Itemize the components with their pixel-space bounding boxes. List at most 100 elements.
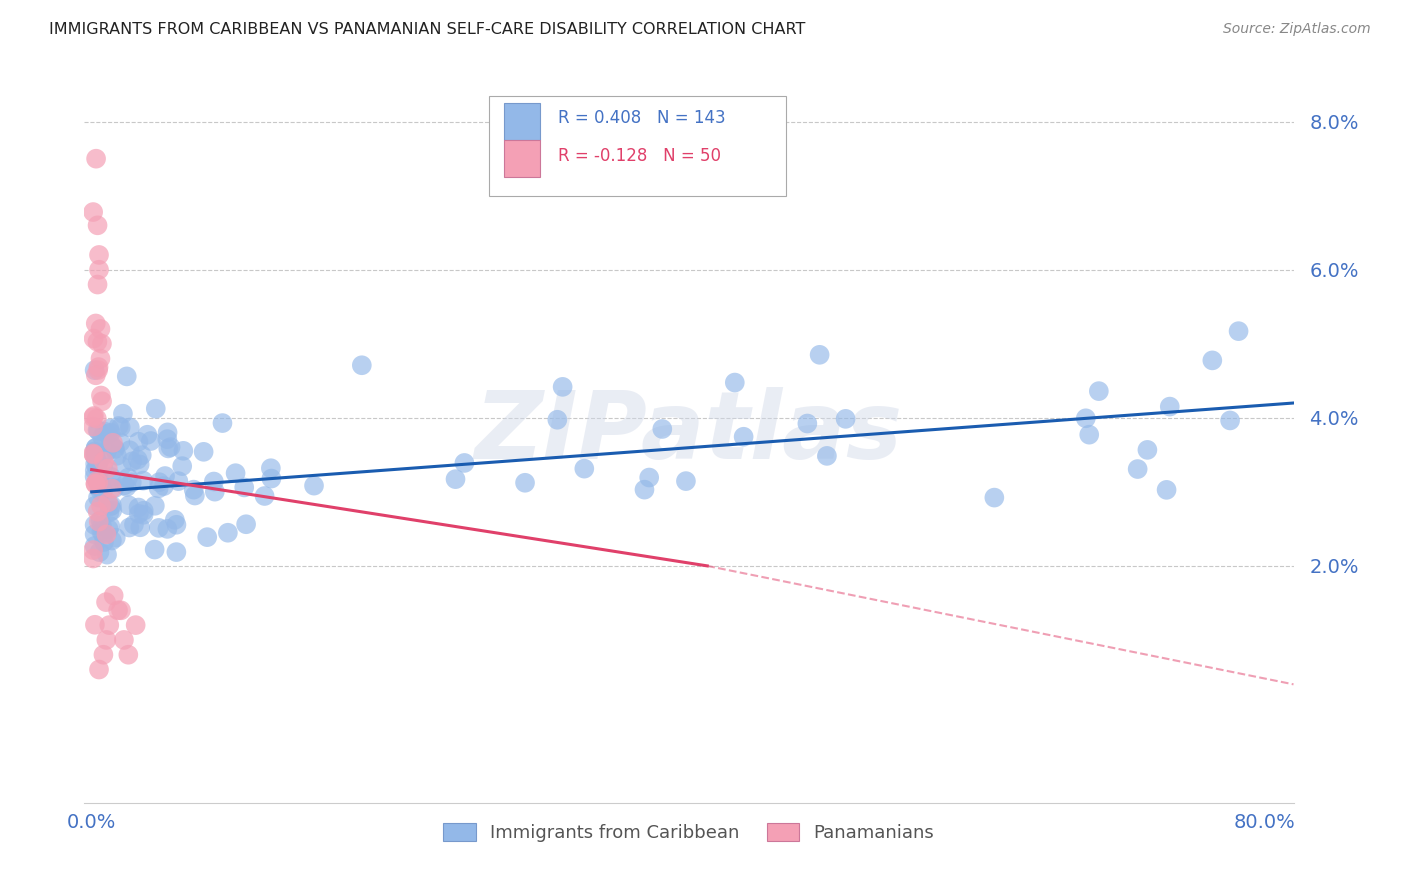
Point — [815, 449, 838, 463]
Point — [100, 437, 122, 451]
Point — [110, 420, 132, 434]
Text: Source: ZipAtlas.com: Source: ZipAtlas.com — [1223, 22, 1371, 37]
Point — [260, 472, 283, 486]
Point — [82, 543, 104, 558]
Point — [86, 474, 108, 488]
Point — [165, 545, 187, 559]
Point — [84, 617, 107, 632]
Point — [87, 248, 110, 262]
Point — [82, 446, 104, 460]
Point — [98, 422, 121, 436]
Point — [87, 363, 110, 377]
Point — [253, 489, 276, 503]
Point — [84, 152, 107, 166]
Point — [89, 351, 111, 366]
Point — [82, 419, 104, 434]
Point — [89, 322, 111, 336]
Point — [724, 376, 747, 390]
Point — [121, 475, 143, 490]
Point — [90, 524, 112, 539]
Point — [1088, 384, 1111, 398]
Point — [172, 459, 194, 474]
Point — [148, 481, 170, 495]
Point — [97, 461, 120, 475]
Point — [110, 459, 132, 474]
Point — [91, 526, 114, 541]
Point — [546, 413, 568, 427]
Point — [101, 499, 124, 513]
Point — [118, 420, 141, 434]
Point — [983, 491, 1005, 505]
Point — [110, 603, 132, 617]
Point — [97, 427, 120, 442]
Point — [84, 457, 107, 471]
Point — [87, 663, 110, 677]
Bar — [503, 103, 540, 140]
Point — [117, 648, 139, 662]
Point — [111, 407, 134, 421]
Point — [132, 474, 155, 488]
Point — [83, 409, 105, 423]
Point — [260, 461, 283, 475]
Text: ZIPatlas: ZIPatlas — [475, 386, 903, 479]
Point — [157, 442, 180, 456]
Text: R = -0.128   N = 50: R = -0.128 N = 50 — [558, 147, 721, 165]
Point — [118, 443, 141, 458]
Point — [86, 505, 108, 519]
Point — [115, 369, 138, 384]
Point — [1227, 324, 1250, 338]
Point — [84, 445, 107, 459]
Point — [98, 473, 121, 487]
Point — [156, 522, 179, 536]
Point — [183, 483, 205, 497]
Point — [211, 416, 233, 430]
Point — [453, 456, 475, 470]
Point — [796, 417, 818, 431]
Point — [1126, 462, 1149, 476]
Point — [84, 317, 107, 331]
Point — [172, 443, 194, 458]
Point — [83, 469, 105, 483]
Point — [143, 499, 166, 513]
Point — [97, 495, 120, 509]
Point — [118, 520, 141, 534]
Point — [184, 489, 207, 503]
Point — [98, 505, 121, 519]
Point — [86, 277, 108, 292]
Point — [100, 470, 122, 484]
Point — [107, 603, 129, 617]
Point — [733, 430, 755, 444]
Point — [217, 525, 239, 540]
Point — [153, 469, 176, 483]
Point — [1201, 353, 1223, 368]
Point — [1078, 427, 1101, 442]
Point — [124, 618, 146, 632]
Point — [87, 515, 110, 529]
Point — [127, 434, 149, 449]
Point — [105, 449, 128, 463]
Point — [87, 360, 110, 375]
Point — [89, 545, 111, 559]
Point — [93, 648, 115, 662]
Point — [90, 388, 112, 402]
Point — [132, 508, 155, 522]
Point — [98, 618, 121, 632]
Point — [225, 466, 247, 480]
Point — [1074, 411, 1097, 425]
Bar — [503, 140, 540, 178]
Point — [86, 411, 108, 425]
Point — [136, 427, 159, 442]
Point — [84, 441, 107, 455]
Point — [195, 530, 218, 544]
Point — [86, 423, 108, 437]
Point — [156, 425, 179, 440]
Text: R = 0.408   N = 143: R = 0.408 N = 143 — [558, 109, 725, 127]
Point — [87, 456, 110, 470]
Point — [83, 539, 105, 553]
Point — [104, 531, 127, 545]
Point — [101, 503, 124, 517]
Point — [551, 380, 574, 394]
Point — [638, 470, 661, 484]
Point — [91, 394, 114, 409]
Point — [574, 461, 596, 475]
